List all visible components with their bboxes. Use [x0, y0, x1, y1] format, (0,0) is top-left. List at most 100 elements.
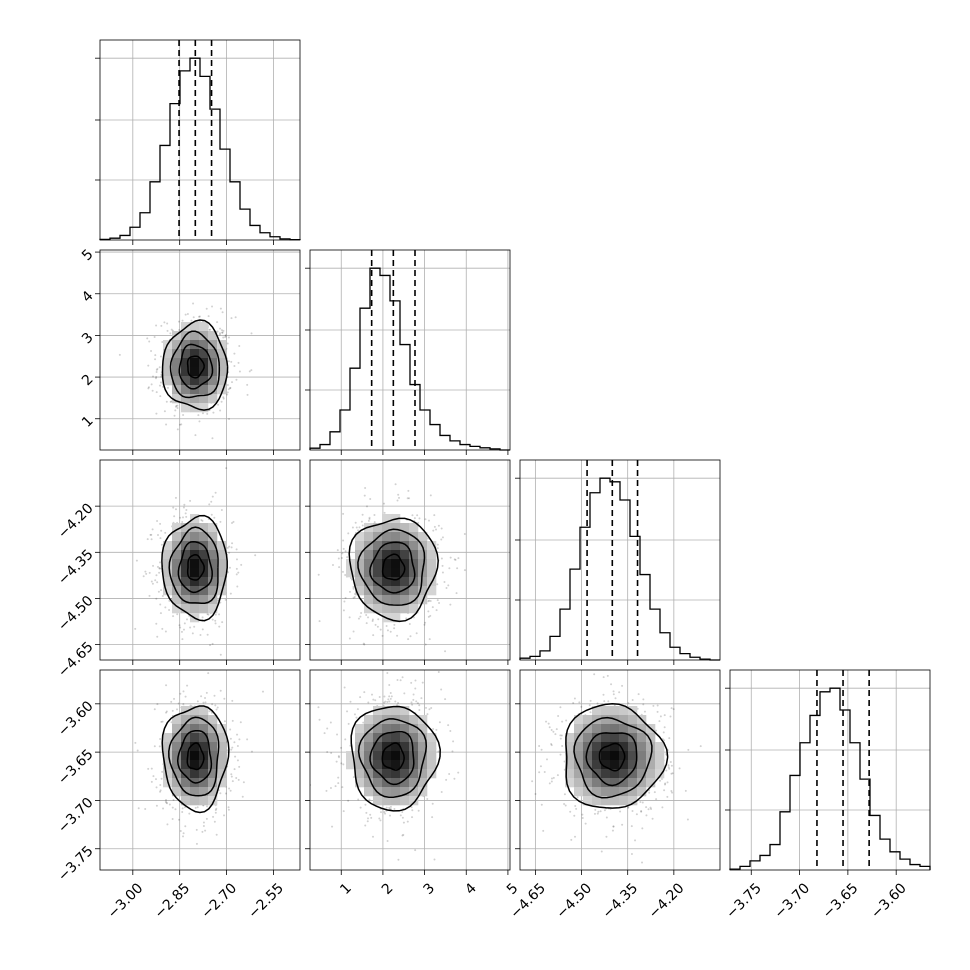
density-cell: [565, 769, 575, 779]
scatter-point: [346, 710, 349, 713]
scatter-point: [154, 354, 157, 357]
scatter-point: [573, 814, 576, 817]
density-panel-2-0: −4.65−4.50−4.35 −4.20: [55, 459, 301, 681]
scatter-point: [214, 622, 217, 625]
scatter-point: [163, 410, 166, 413]
scatter-point: [374, 623, 377, 626]
density-cell: [565, 778, 575, 788]
scatter-point: [561, 720, 564, 723]
scatter-point: [233, 364, 236, 367]
scatter-point: [547, 722, 550, 725]
density-cell: [199, 733, 209, 743]
scatter-point: [435, 609, 438, 612]
scatter-point: [364, 803, 367, 806]
scatter-point: [185, 462, 187, 464]
scatter-point: [200, 695, 203, 698]
density-cell: [199, 367, 209, 377]
scatter-point: [594, 808, 597, 811]
scatter-point: [156, 703, 159, 706]
density-cell: [355, 778, 365, 788]
scatter-point: [383, 511, 386, 514]
density-cell: [592, 760, 602, 770]
density-content: [100, 670, 300, 870]
scatter-point: [174, 808, 177, 811]
density-cell: [427, 769, 437, 779]
scatter-point: [154, 579, 157, 582]
scatter-point: [336, 733, 339, 736]
scatter-point: [147, 386, 150, 389]
x-tick-label: 4: [462, 880, 480, 898]
scatter-point: [224, 792, 227, 795]
scatter-point: [631, 699, 634, 702]
scatter-point: [214, 704, 217, 707]
scatter-point: [206, 805, 209, 808]
scatter-point: [437, 524, 440, 527]
x-tick-label: −3.70: [772, 880, 814, 922]
scatter-point: [181, 807, 184, 810]
scatter-point: [431, 802, 434, 805]
scatter-point: [176, 406, 179, 409]
scatter-point: [152, 564, 155, 567]
scatter-point: [165, 684, 168, 687]
density-panel-1-0: 1 2 3 4 5: [79, 246, 301, 464]
density-cell: [610, 724, 620, 734]
scatter-point: [182, 703, 185, 706]
scatter-point: [229, 789, 232, 792]
scatter-point: [164, 606, 167, 609]
density-cell: [373, 568, 383, 578]
scatter-point: [386, 839, 389, 842]
density-cell: [181, 742, 191, 752]
scatter-point: [426, 713, 429, 716]
scatter-point: [410, 701, 413, 704]
scatter-point: [621, 823, 624, 826]
scatter-point: [573, 697, 576, 700]
scatter-point: [559, 753, 562, 756]
scatter-point: [232, 520, 235, 523]
density-cell: [382, 559, 392, 569]
scatter-point: [230, 773, 233, 776]
density-cell: [628, 796, 638, 806]
scatter-point: [402, 833, 405, 836]
scatter-point: [396, 704, 399, 707]
scatter-point: [235, 558, 238, 561]
scatter-point: [219, 792, 222, 795]
density-cell: [181, 769, 191, 779]
y-tick-label: −3.70: [55, 795, 97, 837]
density-cell: [373, 778, 383, 788]
density-cell: [418, 733, 428, 743]
scatter-point: [362, 721, 365, 724]
density-cell: [355, 559, 365, 569]
density-cell: [208, 742, 218, 752]
density-cell: [208, 586, 218, 596]
scatter-point: [154, 778, 157, 781]
density-cell: [391, 613, 401, 623]
density-cell: [199, 532, 209, 542]
density-cell: [400, 541, 410, 551]
density-cell: [364, 559, 374, 569]
density-cell: [637, 787, 647, 797]
scatter-point: [148, 340, 151, 343]
scatter-point: [158, 561, 161, 564]
scatter-point: [431, 606, 434, 609]
scatter-point: [149, 533, 152, 536]
contour-line: [369, 730, 415, 786]
density-cell: [217, 358, 227, 368]
scatter-point: [219, 689, 222, 692]
scatter-point: [671, 772, 674, 775]
scatter-point: [159, 790, 162, 793]
density-cell: [382, 751, 392, 761]
contour-line: [161, 319, 229, 411]
scatter-point: [174, 508, 177, 511]
scatter-point: [198, 315, 201, 318]
scatter-point: [342, 810, 345, 813]
scatter-point: [216, 321, 219, 324]
scatter-point: [642, 698, 645, 701]
scatter-point: [418, 704, 421, 707]
density-cell: [208, 796, 218, 806]
scatter-point: [213, 516, 216, 519]
scatter-point: [357, 617, 360, 620]
scatter-point: [653, 791, 656, 794]
density-cell: [190, 604, 200, 614]
density-cell: [400, 733, 410, 743]
density-cell: [427, 550, 437, 560]
